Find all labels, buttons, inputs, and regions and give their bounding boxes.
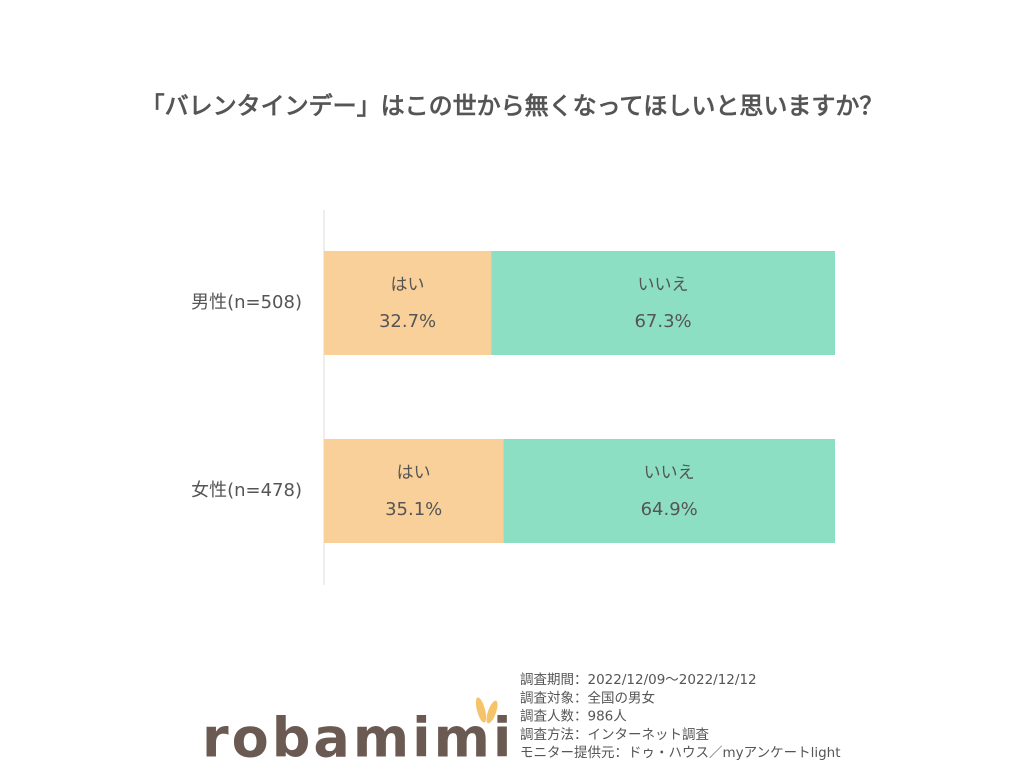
note: モニター提供元：ドゥ・ハウス／myアンケートlight [520, 745, 841, 761]
data-label: 67.3% [634, 311, 691, 332]
data-label: 64.9% [641, 499, 698, 520]
bar-segment [503, 439, 835, 543]
category-label: 女性(n=478) [191, 480, 302, 501]
bar-segment [491, 251, 835, 355]
logo-ear [486, 700, 498, 724]
note: 調査対象：全国の男女 [520, 689, 655, 706]
logo-ear [475, 697, 487, 723]
segment-name: いいえ [638, 275, 689, 295]
bar-segment [324, 251, 492, 355]
data-label: 35.1% [385, 499, 442, 520]
note: 調査方法：インターネット調査 [520, 727, 709, 743]
segment-name: はい [397, 463, 431, 483]
data-label: 32.7% [379, 311, 436, 332]
segment-name: いいえ [644, 463, 695, 483]
note: 調査期間：2022/12/09～2022/12/12 [520, 672, 757, 688]
note: 調査人数：986人 [520, 709, 627, 725]
category-label: 男性(n=508) [191, 292, 302, 313]
chart-title: 「バレンタインデー」はこの世から無くなってほしいと思いますか？ [141, 92, 884, 120]
segment-name: はい [391, 275, 425, 295]
logo: robamimi [202, 707, 514, 770]
bar-segment [324, 439, 504, 543]
